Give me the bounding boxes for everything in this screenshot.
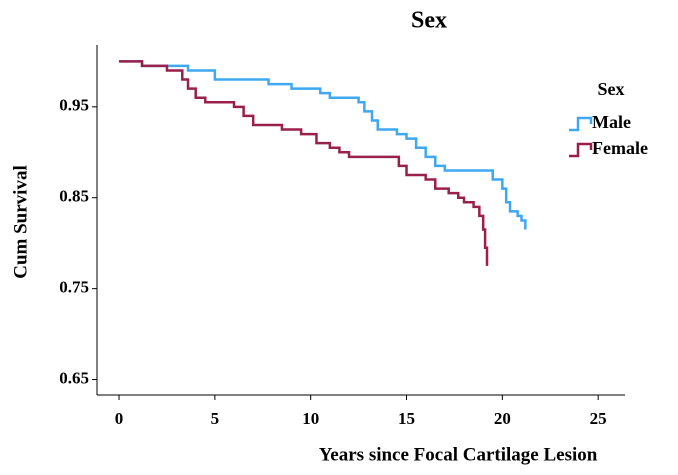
- legend-symbol: [569, 142, 593, 158]
- x-tick-label: 0: [115, 409, 124, 428]
- legend-label: Female: [592, 138, 648, 158]
- y-axis-label: Cum Survival: [10, 165, 31, 279]
- chart-title: Sex: [411, 8, 447, 34]
- survival-line: [119, 60, 489, 266]
- y-tick-label: 0.65: [59, 368, 89, 387]
- x-tick-label: 10: [302, 409, 319, 428]
- x-tick-label: 5: [211, 409, 220, 428]
- legend-symbol: [569, 116, 593, 132]
- y-tick-label: 0.85: [59, 187, 89, 206]
- x-tick-label: 15: [398, 409, 415, 428]
- survival-line: [119, 60, 527, 230]
- x-axis-label: Years since Focal Cartilage Lesion: [319, 444, 598, 465]
- y-tick-label: 0.95: [59, 96, 89, 115]
- x-tick-label: 20: [494, 409, 511, 428]
- x-tick-label: 25: [590, 409, 607, 428]
- legend-title: Sex: [598, 79, 625, 99]
- legend-label: Male: [592, 112, 631, 132]
- y-tick-label: 0.75: [59, 278, 89, 297]
